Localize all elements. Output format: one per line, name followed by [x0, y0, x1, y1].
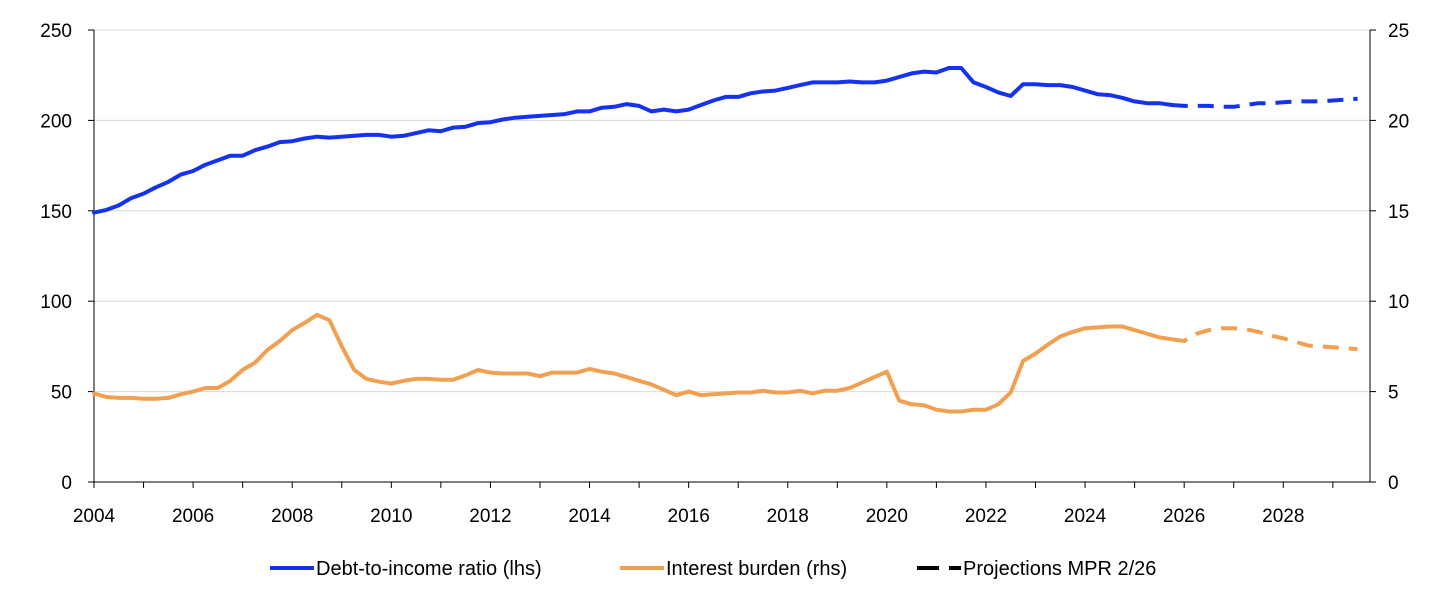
y-right-tick-label: 10 [1388, 292, 1409, 313]
series-projection-debt-to-income-ratio-lhs [1171, 96, 1358, 109]
x-tick-label: 2026 [1163, 506, 1205, 527]
x-tick-label: 2024 [1064, 506, 1107, 527]
y-axis-left-ticks: 0 50 100 150 200 250 [40, 21, 94, 494]
gridlines [94, 29, 1370, 393]
y-right-tick-label: 5 [1388, 383, 1399, 404]
y-right-tick-label: 20 [1388, 111, 1409, 132]
legend: Debt-to-income ratio (lhs) Interest burde… [270, 558, 1156, 580]
series-projection-interest-burden-rhs [1171, 326, 1358, 352]
y-left-tick-label: 100 [40, 292, 72, 313]
x-tick-label: 2004 [73, 506, 116, 527]
y-left-tick-label: 200 [40, 111, 72, 132]
x-tick-label: 2014 [568, 506, 611, 527]
x-tick-label: 2012 [469, 506, 511, 527]
x-tick-label: 2008 [271, 506, 313, 527]
x-tick-label: 2016 [668, 506, 710, 527]
y-left-tick-label: 0 [61, 473, 72, 494]
y-right-tick-label: 25 [1388, 21, 1409, 42]
y-left-tick-label: 150 [40, 202, 72, 223]
axes [93, 30, 1371, 483]
y-right-tick-label: 0 [1388, 473, 1399, 494]
x-tick-label: 2022 [965, 506, 1007, 527]
series-line-interest-burden-rhs [92, 312, 1174, 414]
y-right-tick-label: 15 [1388, 202, 1409, 223]
y-left-tick-label: 250 [40, 21, 72, 42]
x-axis-ticks: 2004 2006 2008 2010 2012 2014 2016 2018 2020 2022… [73, 482, 1334, 527]
x-tick-label: 2010 [370, 506, 412, 527]
y-axis-right-ticks: 0 5 10 15 20 25 [1370, 21, 1409, 494]
x-tick-label: 2028 [1262, 506, 1304, 527]
legend-label-debt-to-income-ratio-lhs: Debt-to-income ratio (lhs) [316, 558, 542, 580]
x-tick-label: 2018 [767, 506, 809, 527]
x-tick-label: 2020 [866, 506, 908, 527]
series-line-debt-to-income-ratio-lhs [92, 66, 1174, 215]
legend-label-interest-burden-rhs: Interest burden (rhs) [666, 558, 847, 580]
legend-label-projections-mpr-2-26: Projections MPR 2/26 [963, 558, 1156, 580]
y-left-tick-label: 50 [51, 383, 72, 404]
x-tick-label: 2006 [172, 506, 214, 527]
series-layer [92, 66, 1358, 414]
